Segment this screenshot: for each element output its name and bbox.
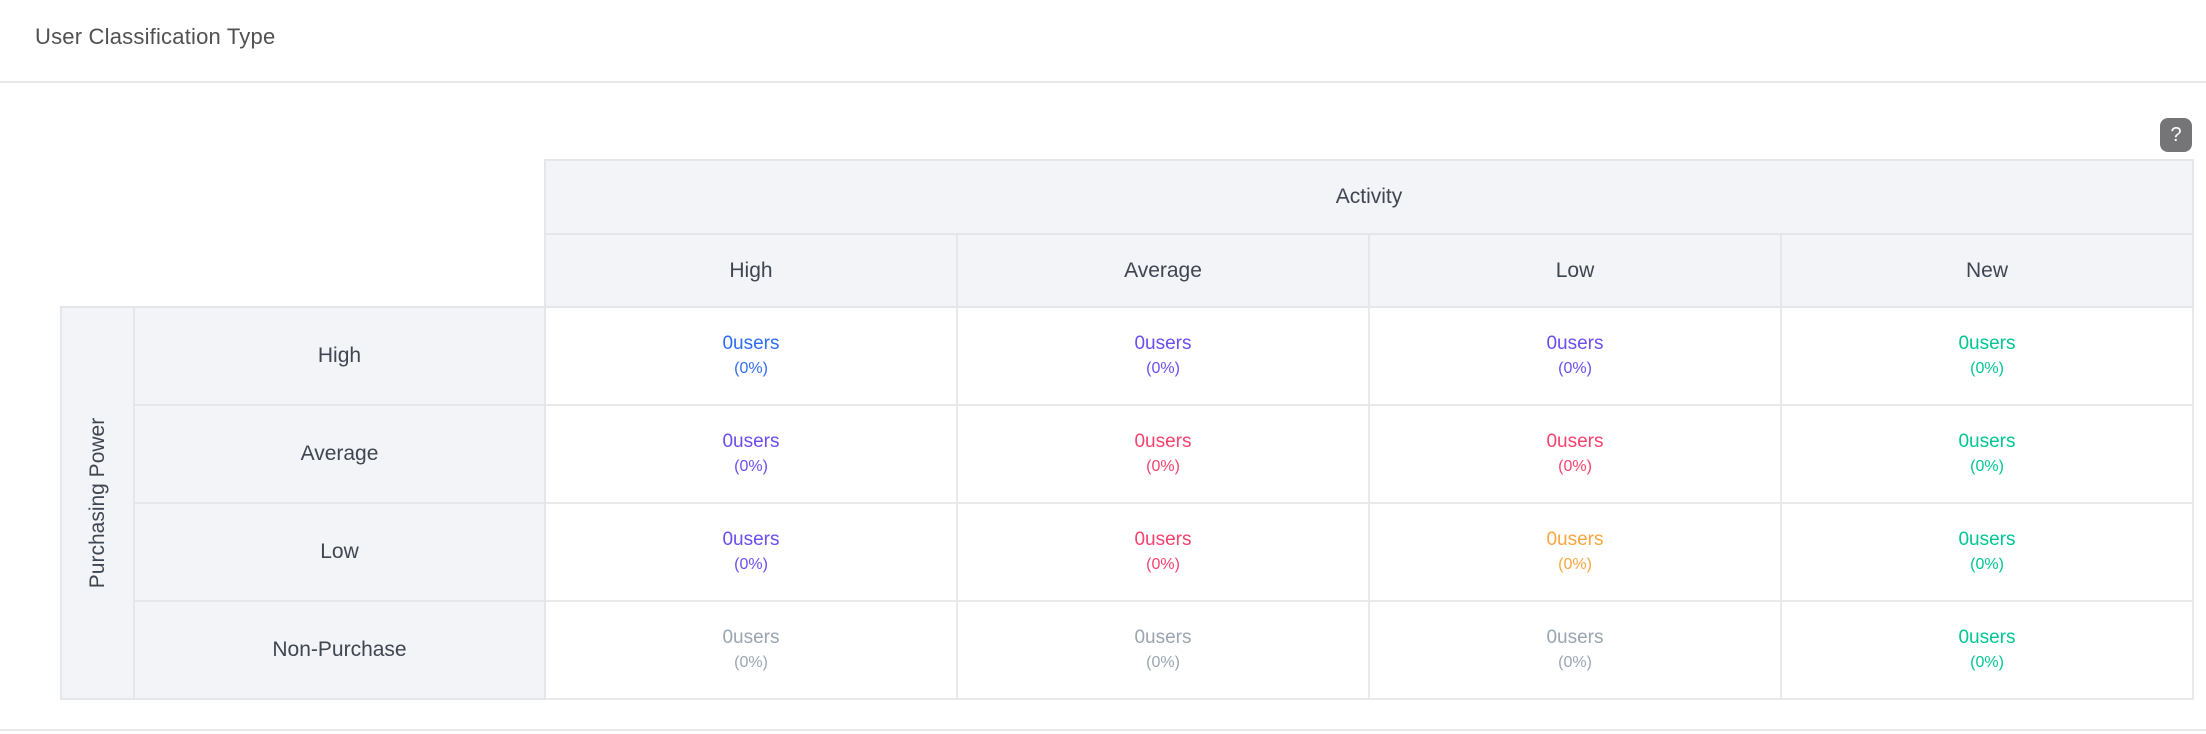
blank-spacer	[61, 160, 545, 234]
matrix-cell: 0users (0%)	[1368, 404, 1782, 504]
cell-users-percent: (0%)	[1558, 458, 1592, 475]
cell-users-percent: (0%)	[734, 458, 768, 475]
row-header-average: Average	[133, 404, 546, 504]
cell-users-percent: (0%)	[1146, 654, 1180, 671]
matrix-cell: 0users (0%)	[1368, 502, 1782, 602]
cell-users-percent: (0%)	[1970, 360, 2004, 377]
column-header-low: Low	[1368, 233, 1782, 308]
cell-users-count: 0users	[1546, 431, 1604, 452]
column-header-average: Average	[956, 233, 1370, 308]
cell-users-percent: (0%)	[734, 654, 768, 671]
cell-users-count: 0users	[1134, 333, 1192, 354]
cell-users-percent: (0%)	[1146, 360, 1180, 377]
cell-users-count: 0users	[722, 333, 780, 354]
matrix-cell: 0users (0%)	[956, 600, 1370, 700]
matrix-row-high: Purchasing Power High 0users (0%) 0users (0%)…	[60, 306, 2194, 700]
cell-users-link[interactable]: 0users (0%)	[722, 432, 779, 475]
page-title: User Classification Type	[35, 24, 276, 49]
matrix-cell: 0users (0%)	[544, 502, 958, 602]
cell-users-percent: (0%)	[1558, 360, 1592, 377]
matrix-cell: 0users (0%)	[1780, 502, 2194, 602]
cell-users-percent: (0%)	[1146, 458, 1180, 475]
matrix-row-average: Average 0users (0%) 0users (0%) 0users (0%) 0us…	[61, 404, 2194, 504]
matrix-cell: 0users (0%)	[956, 502, 1370, 602]
cell-users-count: 0users	[1134, 627, 1192, 648]
cell-users-count: 0users	[722, 529, 780, 550]
cell-users-link[interactable]: 0users (0%)	[722, 530, 779, 573]
cell-users-count: 0users	[1958, 627, 2016, 648]
classification-matrix-wrap: Activity High Average Low New Purchasing Po…	[60, 159, 2194, 700]
cell-users-percent: (0%)	[734, 360, 768, 377]
panel-header: User Classification Type	[0, 0, 2206, 83]
cell-users-percent: (0%)	[1558, 654, 1592, 671]
column-header-row: High Average Low New	[61, 233, 2194, 308]
cell-users-count: 0users	[1546, 333, 1604, 354]
cell-users-count: 0users	[1134, 431, 1192, 452]
cell-users-count: 0users	[1546, 529, 1604, 550]
matrix-row-low: Low 0users (0%) 0users (0%) 0users (0%) 0users (…	[61, 502, 2194, 602]
purchasing-power-group-header: Purchasing Power	[60, 306, 135, 700]
activity-group-header: Activity	[544, 159, 2194, 235]
cell-users-percent: (0%)	[734, 556, 768, 573]
cell-users-link[interactable]: 0users (0%)	[1958, 628, 2015, 671]
cell-users-link[interactable]: 0users (0%)	[1546, 628, 1603, 671]
matrix-cell: 0users (0%)	[1780, 600, 2194, 700]
column-header-new: New	[1780, 233, 2194, 308]
cell-users-link[interactable]: 0users (0%)	[1546, 530, 1603, 573]
cell-users-link[interactable]: 0users (0%)	[1134, 530, 1191, 573]
cell-users-link[interactable]: 0users (0%)	[1134, 628, 1191, 671]
matrix-body: Purchasing Power High 0users (0%) 0users (0%)…	[60, 306, 2194, 700]
matrix-cell: 0users (0%)	[1368, 306, 1782, 406]
matrix-row-non-purchase: Non-Purchase 0users (0%) 0users (0%) 0users (0…	[61, 600, 2194, 700]
cell-users-count: 0users	[1958, 333, 2016, 354]
cell-users-count: 0users	[1958, 529, 2016, 550]
cell-users-count: 0users	[1134, 529, 1192, 550]
cell-users-link[interactable]: 0users (0%)	[1958, 334, 2015, 377]
cell-users-link[interactable]: 0users (0%)	[1958, 432, 2015, 475]
matrix-cell: 0users (0%)	[544, 600, 958, 700]
cell-users-percent: (0%)	[1558, 556, 1592, 573]
matrix-cell: 0users (0%)	[956, 404, 1370, 504]
cell-users-percent: (0%)	[1146, 556, 1180, 573]
cell-users-count: 0users	[1958, 431, 2016, 452]
row-header-high: High	[133, 306, 546, 406]
cell-users-percent: (0%)	[1970, 556, 2004, 573]
cell-users-count: 0users	[722, 627, 780, 648]
cell-users-percent: (0%)	[1970, 654, 2004, 671]
matrix-cell: 0users (0%)	[1368, 600, 1782, 700]
help-button[interactable]: ?	[2160, 118, 2192, 152]
cell-users-count: 0users	[1546, 627, 1604, 648]
question-mark-icon: ?	[2170, 123, 2182, 146]
cell-users-percent: (0%)	[1970, 458, 2004, 475]
cell-users-link[interactable]: 0users (0%)	[1546, 432, 1603, 475]
matrix-cell: 0users (0%)	[544, 404, 958, 504]
cell-users-link[interactable]: 0users (0%)	[722, 628, 779, 671]
cell-users-link[interactable]: 0users (0%)	[1958, 530, 2015, 573]
matrix-cell: 0users (0%)	[956, 306, 1370, 406]
cell-users-link[interactable]: 0users (0%)	[722, 334, 779, 377]
row-header-low: Low	[133, 502, 546, 602]
cell-users-link[interactable]: 0users (0%)	[1134, 334, 1191, 377]
blank-spacer	[61, 234, 545, 307]
purchasing-power-label: Purchasing Power	[85, 417, 109, 589]
cell-users-link[interactable]: 0users (0%)	[1546, 334, 1603, 377]
cell-users-link[interactable]: 0users (0%)	[1134, 432, 1191, 475]
matrix-cell: 0users (0%)	[1780, 306, 2194, 406]
column-header-high: High	[544, 233, 958, 308]
row-header-non-purchase: Non-Purchase	[133, 600, 546, 700]
matrix-cell: 0users (0%)	[544, 306, 958, 406]
matrix-cell: 0users (0%)	[1780, 404, 2194, 504]
cell-users-count: 0users	[722, 431, 780, 452]
classification-matrix: Activity High Average Low New Purchasing Po…	[60, 159, 2194, 700]
bottom-divider	[0, 729, 2206, 731]
